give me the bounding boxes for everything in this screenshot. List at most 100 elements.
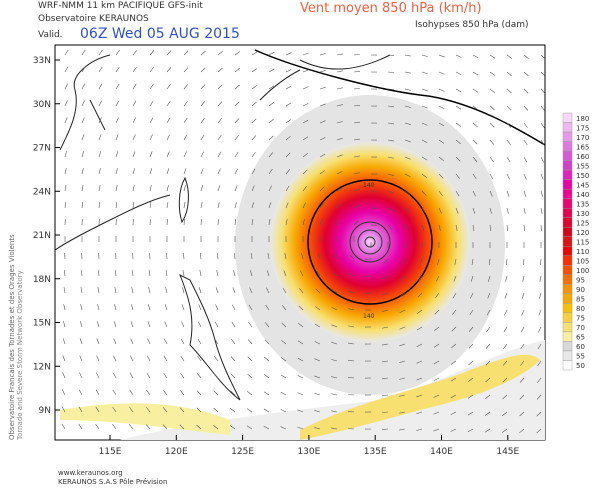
wind-barb xyxy=(331,410,338,413)
wind-barb xyxy=(62,372,66,379)
wind-barb xyxy=(451,326,457,332)
wind-barb xyxy=(285,219,288,226)
wind-barb xyxy=(148,287,151,294)
wind-barb xyxy=(217,50,223,56)
wind-barb xyxy=(246,425,253,430)
wind-barb xyxy=(285,202,289,209)
wind-barb xyxy=(200,50,206,56)
colorbar-swatch xyxy=(562,341,573,352)
wind-barb xyxy=(454,258,457,265)
wind-barb xyxy=(404,105,411,108)
footer-site: www.keraunos.org xyxy=(58,469,123,477)
wind-barb xyxy=(268,68,275,73)
wind-barb xyxy=(333,253,338,260)
wind-barb xyxy=(251,151,256,158)
wind-barb xyxy=(248,321,253,328)
wind-barb xyxy=(115,151,119,158)
wind-barb xyxy=(502,394,508,400)
wind-barb xyxy=(81,134,85,141)
wind-barb xyxy=(382,377,389,380)
wind-barb xyxy=(131,287,134,294)
wind-barb xyxy=(248,304,253,311)
wind-barb xyxy=(302,119,309,124)
wind-barb xyxy=(489,190,493,197)
wind-barb xyxy=(183,185,186,192)
wind-barb xyxy=(268,202,272,209)
wind-barb xyxy=(452,309,457,315)
colorbar-swatch xyxy=(562,331,573,342)
typhoon-wind xyxy=(270,142,470,342)
wind-barb xyxy=(62,338,66,345)
wind-barb xyxy=(506,54,513,59)
wind-barb xyxy=(523,88,529,94)
wind-barb xyxy=(198,287,202,294)
lat-label: 12N xyxy=(33,362,51,372)
wind-barb xyxy=(166,168,170,175)
observatory: Observatoire KERAUNOS xyxy=(38,14,149,24)
wind-barb xyxy=(266,287,270,294)
wind-barb xyxy=(149,151,153,158)
wind-barb xyxy=(98,66,103,73)
wind-barb xyxy=(336,171,343,175)
wind-barb xyxy=(347,411,355,413)
colorbar-label: 160 xyxy=(576,153,589,161)
wind-barb xyxy=(234,118,240,124)
wind-barb xyxy=(537,377,542,383)
wind-barb xyxy=(196,390,202,396)
wind-barb xyxy=(217,67,223,73)
wind-barb xyxy=(331,393,338,396)
wind-barb xyxy=(336,70,343,73)
wind-barb xyxy=(183,67,189,73)
wind-barb xyxy=(166,151,170,158)
colorbar-label: 150 xyxy=(576,172,589,180)
colorbar-swatch xyxy=(562,150,573,161)
wind-barb xyxy=(115,168,118,175)
wind-barb xyxy=(472,224,475,231)
wind-barb xyxy=(63,304,66,311)
wind-barb xyxy=(112,423,117,430)
colorbar-label: 100 xyxy=(576,267,589,275)
wind-barb xyxy=(63,321,66,328)
wind-barb xyxy=(166,134,170,141)
japan xyxy=(259,54,391,101)
contour-140 xyxy=(307,179,433,305)
lon-label: 145E xyxy=(496,447,519,457)
wind-barb xyxy=(353,172,360,175)
wind-barb xyxy=(503,343,508,349)
colorbar-swatch xyxy=(562,198,573,209)
wind-barb xyxy=(200,185,204,192)
wind-barb xyxy=(98,49,103,56)
wind-barb xyxy=(387,173,394,176)
coast-china-south xyxy=(55,194,171,251)
wind-barb xyxy=(183,151,187,158)
wind-barb xyxy=(64,151,67,158)
wind-barb xyxy=(472,139,478,145)
colorbar-label: 80 xyxy=(576,305,585,313)
wind-barb xyxy=(314,392,321,396)
wind-barb xyxy=(503,326,508,333)
colorbar-swatch xyxy=(562,169,573,180)
wind-barb xyxy=(540,156,544,163)
wind-barb xyxy=(472,190,476,197)
colorbar-label: 65 xyxy=(576,334,585,342)
wind-barb xyxy=(183,84,189,90)
wind-barb xyxy=(298,323,304,328)
wind-barb xyxy=(247,356,253,362)
wind-barb xyxy=(523,122,528,128)
wind-barb xyxy=(148,270,151,277)
wind-barb xyxy=(113,338,117,345)
wind-barb xyxy=(79,372,83,379)
wind-barb xyxy=(302,103,309,107)
wind-barb xyxy=(348,377,355,379)
wind-barb xyxy=(450,411,457,415)
wind-barb xyxy=(489,156,494,163)
wind-barb xyxy=(519,428,525,434)
wind-barb xyxy=(147,338,151,345)
wind-barb xyxy=(213,424,219,430)
wind-barb xyxy=(234,185,238,192)
wind-barb xyxy=(421,224,425,231)
wind-barb xyxy=(234,219,237,226)
wind-barb xyxy=(319,70,326,73)
lat-label: 27N xyxy=(33,144,51,154)
wind-barb xyxy=(353,54,361,56)
